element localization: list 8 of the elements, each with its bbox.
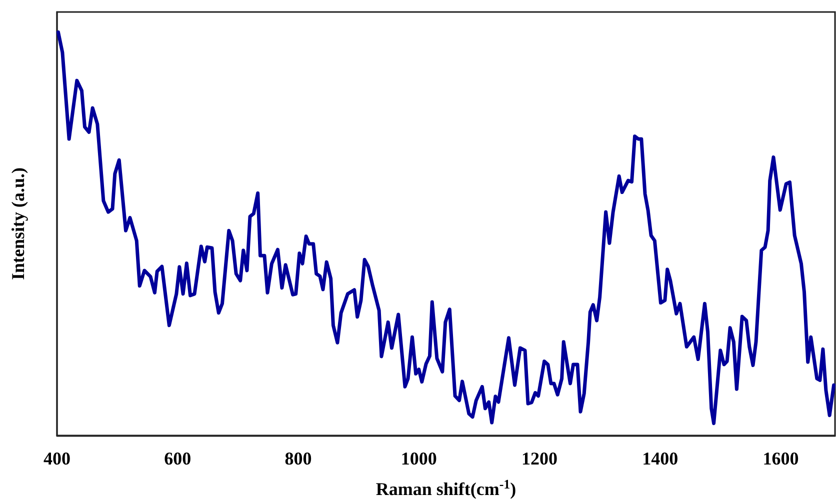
x-tick-label: 400 [44, 448, 70, 468]
x-tick-label: 1200 [521, 448, 558, 468]
x-tick-label: 800 [284, 448, 312, 468]
x-tick-label: 1400 [642, 448, 678, 468]
x-tick-label: 1600 [762, 448, 799, 468]
x-tick-label: 1000 [400, 448, 437, 468]
x-tick-label: 600 [164, 448, 192, 468]
y-axis-title: Intensity (a.u.) [8, 167, 28, 280]
